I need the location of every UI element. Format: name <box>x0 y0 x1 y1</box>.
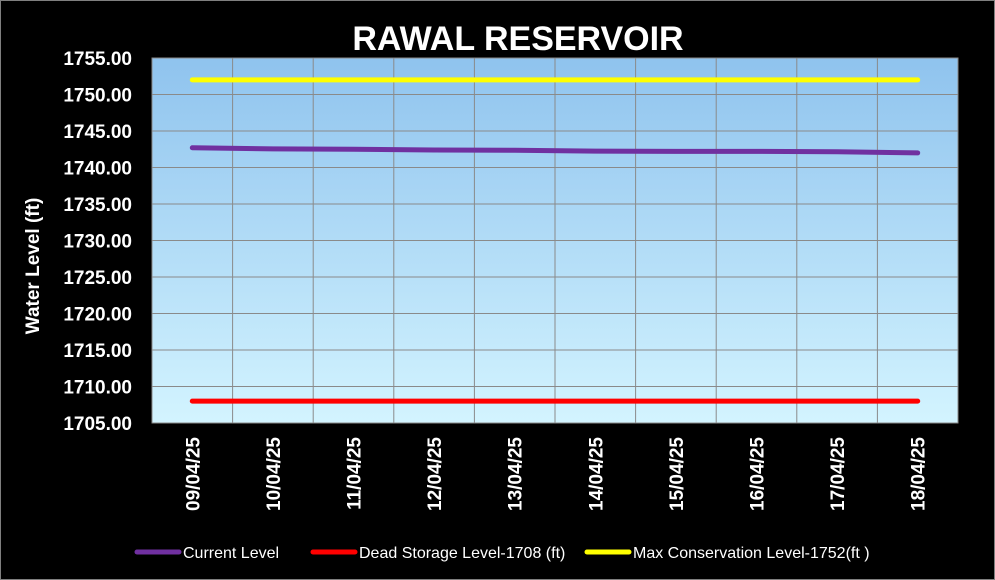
x-tick-label: 12/04/25 <box>425 437 446 511</box>
y-tick-labels: 1705.00 1710.00 1715.00 1720.00 1725.00 1730.… <box>63 49 132 435</box>
y-tick-label: 1705.00 <box>63 414 132 435</box>
x-tick-label: 16/04/25 <box>748 437 769 511</box>
y-tick-label: 1755.00 <box>63 49 132 70</box>
y-tick-label: 1750.00 <box>63 86 132 107</box>
x-tick-label: 09/04/25 <box>183 437 204 511</box>
grid-lines <box>152 57 958 424</box>
y-axis-label: Water Level (ft) <box>23 198 44 335</box>
x-tick-label: 11/04/25 <box>345 437 366 510</box>
legend-label: Current Level <box>183 545 279 562</box>
legend-label: Dead Storage Level-1708 (ft) <box>359 545 565 562</box>
y-tick-label: 1720.00 <box>63 305 132 326</box>
chart-title: RAWAL RESERVOIR <box>352 20 683 58</box>
legend: Current Level Dead Storage Level-1708 (ft… <box>134 545 870 562</box>
y-tick-label: 1715.00 <box>63 341 132 362</box>
x-tick-label: 10/04/25 <box>264 437 285 511</box>
legend-label: Max Conservation Level-1752(ft ) <box>633 545 870 562</box>
x-tick-labels: 09/04/25 10/04/25 11/04/25 12/04/25 13/04/25… <box>183 437 929 511</box>
y-tick-label: 1740.00 <box>63 159 132 180</box>
series-lines <box>189 77 921 404</box>
y-tick-label: 1730.00 <box>63 232 132 253</box>
x-tick-label: 18/04/25 <box>909 437 930 511</box>
y-tick-label: 1725.00 <box>63 268 132 289</box>
y-tick-label: 1710.00 <box>63 378 132 399</box>
x-tick-label: 15/04/25 <box>667 437 688 511</box>
y-tick-label: 1735.00 <box>63 195 132 216</box>
x-tick-label: 17/04/25 <box>828 437 849 511</box>
y-tick-label: 1745.00 <box>63 122 132 143</box>
series-line <box>189 145 921 156</box>
x-tick-label: 14/04/25 <box>586 437 607 511</box>
x-tick-label: 13/04/25 <box>506 437 527 511</box>
